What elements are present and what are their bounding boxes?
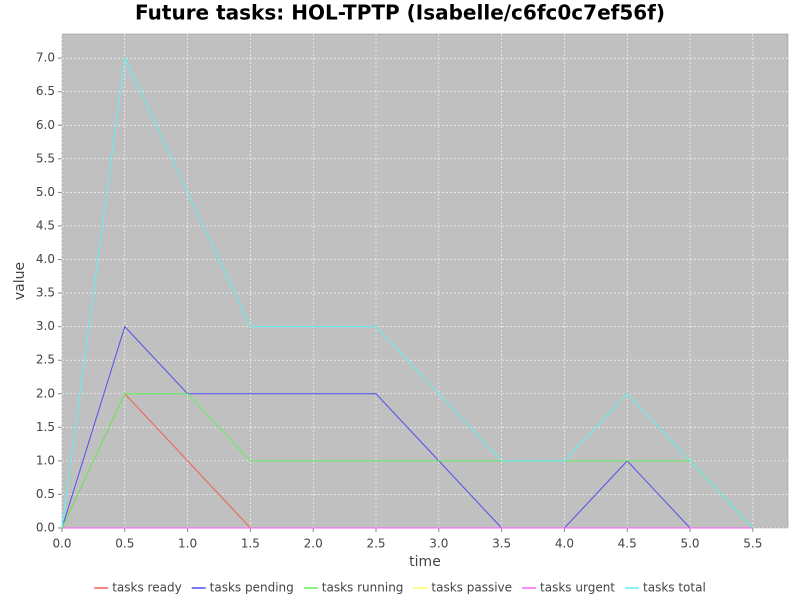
y-tick-label: 3.0 bbox=[36, 319, 55, 333]
y-tick-label: 2.0 bbox=[36, 386, 55, 400]
x-tick-label: 1.5 bbox=[241, 537, 260, 551]
y-tick-label: 1.0 bbox=[36, 453, 55, 467]
legend-label: tasks ready bbox=[112, 581, 181, 595]
legend-label: tasks total bbox=[643, 581, 706, 595]
y-tick-label: 4.5 bbox=[36, 218, 55, 232]
y-tick-label: 2.5 bbox=[36, 353, 55, 367]
y-tick-label: 5.5 bbox=[36, 151, 55, 165]
x-tick-label: 4.5 bbox=[618, 537, 637, 551]
legend-label: tasks urgent bbox=[540, 581, 615, 595]
y-tick-label: 4.0 bbox=[36, 252, 55, 266]
x-tick-label: 0.0 bbox=[52, 537, 71, 551]
x-tick-label: 3.5 bbox=[492, 537, 511, 551]
y-tick-label: 1.5 bbox=[36, 420, 55, 434]
legend-label: tasks running bbox=[322, 581, 404, 595]
x-tick-label: 2.5 bbox=[366, 537, 385, 551]
series-line bbox=[61, 325, 753, 529]
y-tick-label: 6.5 bbox=[36, 84, 55, 98]
x-tick-label: 5.5 bbox=[743, 537, 762, 551]
legend: tasks ready tasks pending tasks running tas… bbox=[94, 581, 706, 595]
y-tick-label: 0.0 bbox=[36, 521, 55, 535]
chart-title: Future tasks: HOL-TPTP (Isabelle/c6fc0c7… bbox=[135, 1, 665, 25]
x-axis-label: time bbox=[409, 554, 441, 570]
y-tick-label: 7.0 bbox=[36, 51, 55, 65]
x-tick-label: 4.0 bbox=[555, 537, 574, 551]
x-tick-label: 3.0 bbox=[429, 537, 448, 551]
plot-area bbox=[61, 33, 789, 529]
x-tick-label: 0.5 bbox=[115, 537, 134, 551]
y-tick-label: 5.0 bbox=[36, 185, 55, 199]
x-tick-label: 1.0 bbox=[178, 537, 197, 551]
x-tick-label: 2.0 bbox=[304, 537, 323, 551]
legend-label: tasks passive bbox=[431, 581, 512, 595]
y-tick-label: 0.5 bbox=[36, 487, 55, 501]
y-tick-label: 3.5 bbox=[36, 286, 55, 300]
legend-label: tasks pending bbox=[210, 581, 294, 595]
y-axis-label: value bbox=[12, 262, 28, 300]
x-tick-label: 5.0 bbox=[680, 537, 699, 551]
y-tick-label: 6.0 bbox=[36, 118, 55, 132]
series-line bbox=[61, 393, 754, 529]
series-line bbox=[61, 56, 754, 529]
